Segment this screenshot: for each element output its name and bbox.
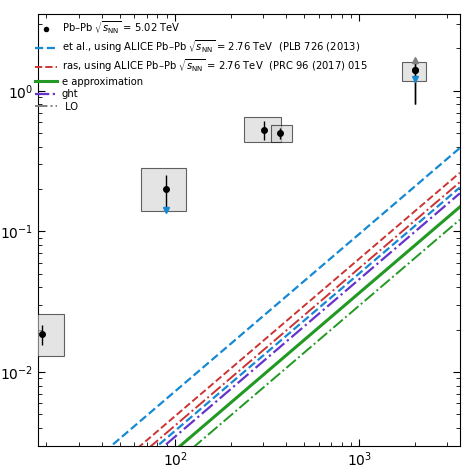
Legend: Pb–Pb $\sqrt{s_{\rm NN}}$ = 5.02 TeV, et al., using ALICE Pb–Pb $\sqrt{s_{\rm NN: Pb–Pb $\sqrt{s_{\rm NN}}$ = 5.02 TeV, et… [35, 19, 367, 112]
Bar [141, 168, 186, 211]
Bar [18, 314, 64, 356]
Bar [402, 62, 426, 81]
Bar [244, 117, 281, 142]
Bar [271, 125, 292, 142]
